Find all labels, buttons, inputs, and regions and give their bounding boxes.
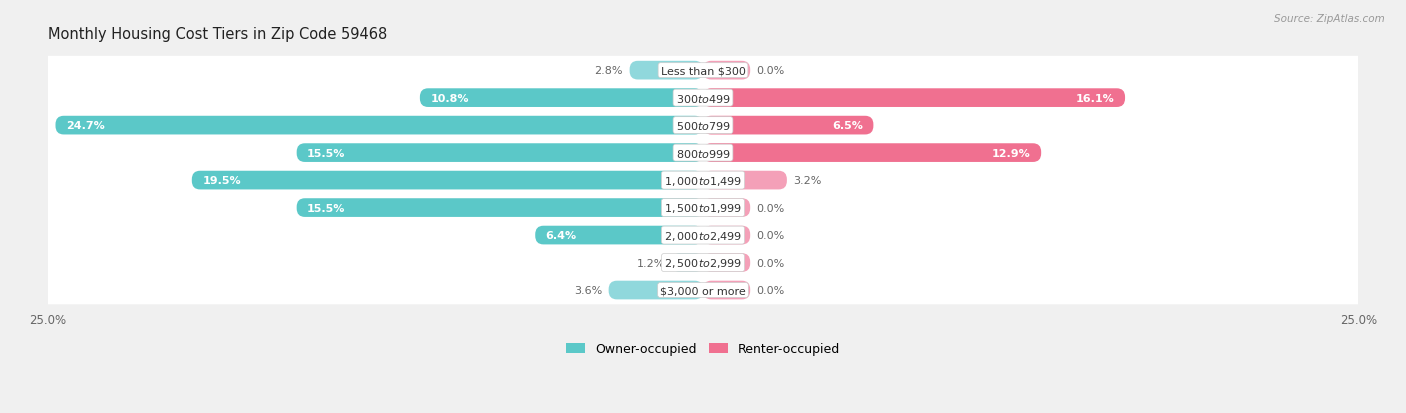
- Legend: Owner-occupied, Renter-occupied: Owner-occupied, Renter-occupied: [561, 337, 845, 360]
- Text: 0.0%: 0.0%: [756, 285, 785, 295]
- FancyBboxPatch shape: [703, 254, 751, 272]
- Text: $300 to $499: $300 to $499: [675, 93, 731, 104]
- FancyBboxPatch shape: [630, 62, 703, 80]
- FancyBboxPatch shape: [44, 276, 1362, 305]
- FancyBboxPatch shape: [609, 281, 703, 300]
- Text: $2,500 to $2,999: $2,500 to $2,999: [664, 256, 742, 269]
- FancyBboxPatch shape: [703, 116, 873, 135]
- Text: 3.6%: 3.6%: [574, 285, 602, 295]
- Text: 15.5%: 15.5%: [307, 148, 346, 158]
- Text: $1,000 to $1,499: $1,000 to $1,499: [664, 174, 742, 187]
- FancyBboxPatch shape: [672, 254, 703, 272]
- Text: $500 to $799: $500 to $799: [675, 120, 731, 132]
- FancyBboxPatch shape: [703, 144, 1042, 163]
- Text: 2.8%: 2.8%: [595, 66, 623, 76]
- Text: 0.0%: 0.0%: [756, 66, 785, 76]
- Text: 12.9%: 12.9%: [993, 148, 1031, 158]
- FancyBboxPatch shape: [703, 62, 751, 80]
- FancyBboxPatch shape: [703, 171, 787, 190]
- Text: 1.2%: 1.2%: [637, 258, 665, 268]
- FancyBboxPatch shape: [297, 199, 703, 217]
- Text: 15.5%: 15.5%: [307, 203, 346, 213]
- FancyBboxPatch shape: [44, 112, 1362, 140]
- FancyBboxPatch shape: [44, 84, 1362, 113]
- Text: $800 to $999: $800 to $999: [675, 147, 731, 159]
- FancyBboxPatch shape: [44, 166, 1362, 195]
- FancyBboxPatch shape: [703, 281, 751, 300]
- Text: 0.0%: 0.0%: [756, 258, 785, 268]
- Text: 6.5%: 6.5%: [832, 121, 863, 131]
- Text: 16.1%: 16.1%: [1076, 93, 1115, 103]
- Text: 6.4%: 6.4%: [546, 230, 576, 240]
- FancyBboxPatch shape: [536, 226, 703, 245]
- FancyBboxPatch shape: [44, 194, 1362, 222]
- FancyBboxPatch shape: [420, 89, 703, 108]
- Text: $1,500 to $1,999: $1,500 to $1,999: [664, 202, 742, 215]
- FancyBboxPatch shape: [703, 199, 751, 217]
- FancyBboxPatch shape: [297, 144, 703, 163]
- FancyBboxPatch shape: [55, 116, 703, 135]
- Text: 19.5%: 19.5%: [202, 176, 240, 185]
- FancyBboxPatch shape: [44, 221, 1362, 250]
- FancyBboxPatch shape: [44, 249, 1362, 277]
- Text: 24.7%: 24.7%: [66, 121, 104, 131]
- Text: 3.2%: 3.2%: [793, 176, 823, 185]
- Text: 0.0%: 0.0%: [756, 203, 785, 213]
- Text: Source: ZipAtlas.com: Source: ZipAtlas.com: [1274, 14, 1385, 24]
- Text: $3,000 or more: $3,000 or more: [661, 285, 745, 295]
- Text: Monthly Housing Cost Tiers in Zip Code 59468: Monthly Housing Cost Tiers in Zip Code 5…: [48, 27, 387, 42]
- FancyBboxPatch shape: [44, 57, 1362, 85]
- Text: 10.8%: 10.8%: [430, 93, 468, 103]
- FancyBboxPatch shape: [703, 226, 751, 245]
- FancyBboxPatch shape: [703, 89, 1125, 108]
- Text: $2,000 to $2,499: $2,000 to $2,499: [664, 229, 742, 242]
- Text: 0.0%: 0.0%: [756, 230, 785, 240]
- Text: Less than $300: Less than $300: [661, 66, 745, 76]
- FancyBboxPatch shape: [44, 139, 1362, 168]
- FancyBboxPatch shape: [191, 171, 703, 190]
